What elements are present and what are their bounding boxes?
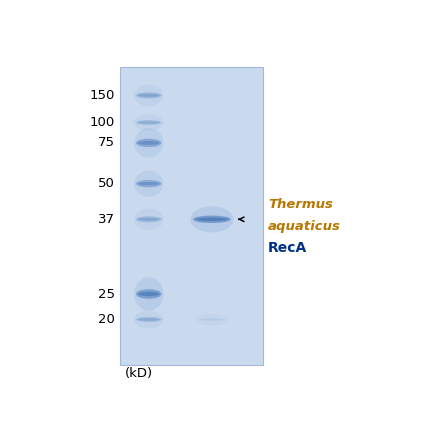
Ellipse shape [136, 216, 161, 222]
Ellipse shape [196, 314, 228, 325]
Ellipse shape [200, 319, 224, 320]
Ellipse shape [198, 318, 226, 321]
Ellipse shape [136, 180, 161, 187]
Ellipse shape [136, 120, 161, 125]
Ellipse shape [136, 138, 161, 147]
Text: 50: 50 [98, 177, 115, 190]
Ellipse shape [134, 114, 164, 131]
Text: RecA: RecA [268, 241, 308, 255]
Text: 75: 75 [98, 136, 115, 149]
Ellipse shape [138, 141, 160, 145]
Ellipse shape [138, 94, 160, 97]
Text: aquaticus: aquaticus [268, 220, 341, 232]
Text: (kD): (kD) [125, 367, 153, 380]
Ellipse shape [138, 292, 160, 296]
Ellipse shape [134, 171, 164, 197]
Ellipse shape [138, 218, 160, 220]
Text: 25: 25 [98, 288, 115, 300]
Ellipse shape [134, 85, 164, 106]
Ellipse shape [134, 310, 164, 329]
Text: 150: 150 [89, 89, 115, 102]
Text: 100: 100 [89, 116, 115, 129]
Ellipse shape [196, 217, 228, 221]
Ellipse shape [134, 209, 164, 230]
Text: 37: 37 [98, 213, 115, 226]
Ellipse shape [138, 182, 160, 185]
Ellipse shape [138, 318, 160, 321]
Ellipse shape [134, 277, 164, 310]
Ellipse shape [193, 216, 231, 223]
Ellipse shape [136, 289, 161, 299]
Ellipse shape [136, 317, 161, 322]
Ellipse shape [190, 206, 234, 232]
Ellipse shape [134, 128, 164, 158]
Text: 20: 20 [98, 313, 115, 326]
Text: Thermus: Thermus [268, 198, 333, 210]
Ellipse shape [138, 121, 160, 123]
Ellipse shape [136, 92, 161, 98]
Bar [120, 67, 263, 365]
